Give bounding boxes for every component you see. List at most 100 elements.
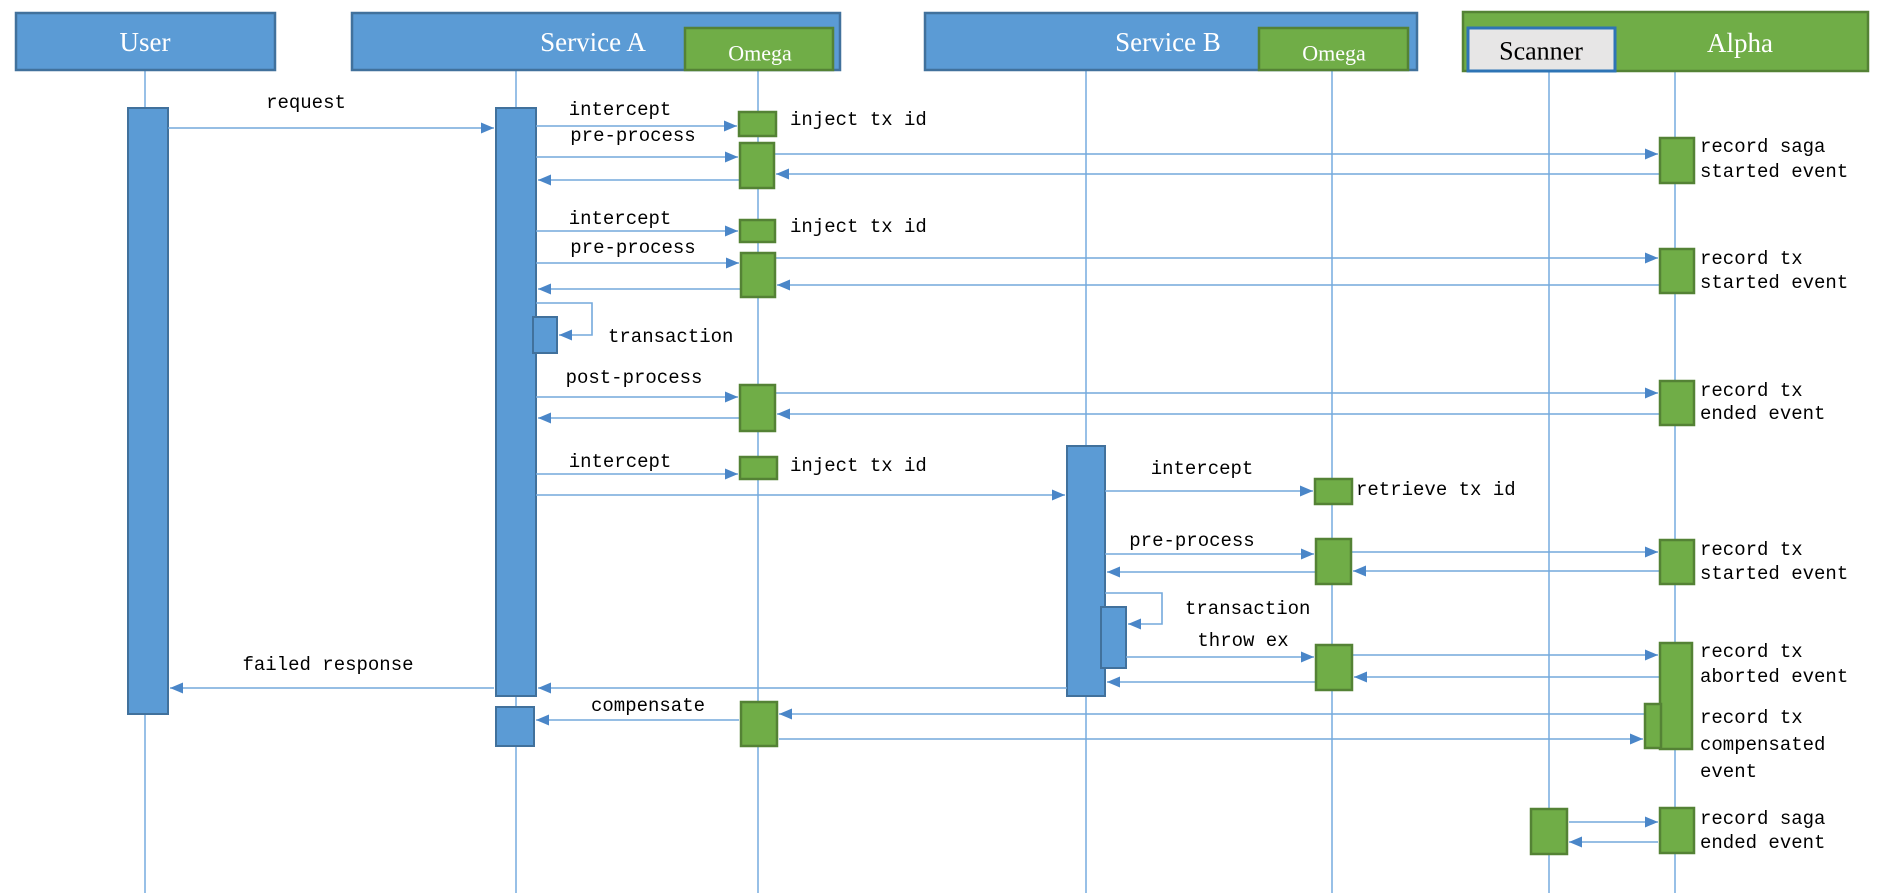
compensate-command-line-arrowhead xyxy=(779,708,792,720)
postprocess-arrow-arrowhead xyxy=(725,391,738,403)
throw-ex-label: throw ex xyxy=(1197,630,1288,652)
record-tx-compensated-call-arrowhead xyxy=(1630,733,1643,745)
alpha-record-saga-ended-box xyxy=(1658,806,1696,855)
preprocess-1-arrow-arrowhead xyxy=(725,151,738,163)
scanner-call-arrowhead xyxy=(1645,816,1658,828)
record-tx-ended-label-line-2: ended event xyxy=(1700,403,1825,425)
preprocess-1-label: pre-process xyxy=(570,125,695,147)
service-a-compensate-activation xyxy=(495,706,535,747)
inject-tx-id-2-label: inject tx id xyxy=(790,216,927,238)
throw-ex-return-arrowhead xyxy=(1107,676,1120,688)
service-a-activation xyxy=(495,107,537,697)
preprocess-b-return-arrowhead xyxy=(1107,566,1120,578)
omega-b-header-label: Omega xyxy=(1302,41,1366,66)
failed-response-arrow-arrowhead xyxy=(170,682,183,694)
service-b-header-label: Service B xyxy=(1115,27,1221,57)
alpha-record-tx-ended-box xyxy=(1658,379,1696,427)
record-tx-ended-call-arrowhead xyxy=(1645,387,1658,399)
record-tx-compensated-label-line-3: event xyxy=(1700,761,1757,783)
record-saga-ended-label-line-1: record saga xyxy=(1700,808,1825,830)
transaction-b-label: transaction xyxy=(1185,598,1310,620)
compensate-arrow-arrowhead xyxy=(536,714,549,726)
omega-a-inject-box-2 xyxy=(738,218,777,244)
service-a-to-b-call-arrowhead xyxy=(1052,489,1065,501)
postprocess-label: post-process xyxy=(566,367,703,389)
intercept-3-arrow-arrowhead xyxy=(725,468,738,480)
scanner-header xyxy=(1466,26,1617,73)
preprocess-b-arrow-arrowhead xyxy=(1301,548,1314,560)
record-tx-compensated-label-line-2: compensated xyxy=(1700,734,1825,756)
record-tx-aborted-label-line-1: record tx xyxy=(1700,641,1803,663)
record-tx-started-2-label-line-1: record tx xyxy=(1700,539,1803,561)
omega-b-header xyxy=(1257,26,1410,72)
omega-a-postprocess-box xyxy=(738,383,777,433)
compensate-label: compensate xyxy=(591,695,705,717)
record-tx-ended-return-arrowhead xyxy=(777,408,790,420)
intercept-1-label: intercept xyxy=(569,99,672,121)
throw-ex-arrow-arrowhead xyxy=(1301,651,1314,663)
record-saga-started-label-line-2: started event xyxy=(1700,161,1848,183)
alpha-header-label: Alpha xyxy=(1707,28,1773,58)
intercept-1-arrow-arrowhead xyxy=(724,120,737,132)
scanner-exec-box xyxy=(1529,807,1569,856)
record-saga-ended-label-line-2: ended event xyxy=(1700,832,1825,854)
omega-a-compensate-box xyxy=(739,700,779,748)
intercept-3-label: intercept xyxy=(569,451,672,473)
transaction-a-self-call xyxy=(536,302,593,336)
service-b-activation xyxy=(1066,445,1106,697)
omega-a-preprocess-box-2 xyxy=(739,251,777,299)
alpha-record-tx-started-box-2 xyxy=(1658,538,1696,586)
record-saga-started-return-arrowhead xyxy=(776,168,789,180)
service-a-transaction-activation xyxy=(532,316,558,354)
preprocess-2-return-arrowhead xyxy=(538,283,551,295)
transaction-a-self-call-arrowhead xyxy=(559,329,572,341)
intercept-2-label: intercept xyxy=(569,208,672,230)
omega-b-retrieve-box xyxy=(1313,477,1354,506)
intercept-b-arrow-arrowhead xyxy=(1300,485,1313,497)
record-tx-compensated-label-line-1: record tx xyxy=(1700,707,1803,729)
intercept-b-label: intercept xyxy=(1151,458,1254,480)
record-tx-started-1-return-arrowhead xyxy=(777,279,790,291)
retrieve-tx-id-label: retrieve tx id xyxy=(1356,479,1516,501)
transaction-b-self-call xyxy=(1105,592,1163,625)
postprocess-return-arrowhead xyxy=(538,412,551,424)
omega-a-inject-box-1 xyxy=(737,110,778,138)
inject-tx-id-3-label: inject tx id xyxy=(790,455,927,477)
record-tx-aborted-label-line-2: aborted event xyxy=(1700,666,1848,688)
alpha-record-saga-started-box xyxy=(1658,136,1696,185)
record-tx-started-1-label-line-2: started event xyxy=(1700,272,1848,294)
transaction-a-label: transaction xyxy=(608,326,733,348)
preprocess-b-label: pre-process xyxy=(1129,530,1254,552)
record-tx-ended-label-line-1: record tx xyxy=(1700,380,1803,402)
omega-b-throw-ex-box xyxy=(1314,643,1354,692)
record-tx-started-2-call-arrowhead xyxy=(1645,546,1658,558)
omega-b-preprocess-box xyxy=(1314,537,1353,586)
request-arrow-arrowhead xyxy=(481,122,494,134)
record-tx-aborted-call-arrowhead xyxy=(1645,649,1658,661)
omega-a-preprocess-box-1 xyxy=(738,141,776,190)
transaction-b-self-call-arrowhead xyxy=(1128,618,1141,630)
service-a-header-label: Service A xyxy=(540,27,646,57)
failed-response-label: failed response xyxy=(242,654,413,676)
alpha-record-tx-compensated-box xyxy=(1643,702,1663,750)
user-header xyxy=(14,11,277,72)
record-tx-aborted-return-arrowhead xyxy=(1354,671,1367,683)
record-saga-started-label-line-1: record saga xyxy=(1700,136,1825,158)
preprocess-2-arrow-arrowhead xyxy=(726,257,739,269)
alpha-record-tx-aborted-box xyxy=(1658,641,1694,751)
request-label: request xyxy=(266,92,346,114)
omega-a-header-label: Omega xyxy=(728,41,792,66)
omega-a-header xyxy=(683,26,835,72)
inject-tx-id-1-label: inject tx id xyxy=(790,109,927,131)
record-tx-started-1-label-line-1: record tx xyxy=(1700,248,1803,270)
record-saga-started-call-arrowhead xyxy=(1645,148,1658,160)
user-header-label: User xyxy=(120,27,171,57)
intercept-2-arrow-arrowhead xyxy=(725,225,738,237)
record-tx-started-2-label-line-2: started event xyxy=(1700,563,1848,585)
service-b-transaction-activation xyxy=(1100,606,1127,669)
preprocess-2-label: pre-process xyxy=(570,237,695,259)
service-b-return-arrowhead xyxy=(538,682,551,694)
record-tx-started-1-call-arrowhead xyxy=(1645,252,1658,264)
scanner-header-label: Scanner xyxy=(1499,37,1583,66)
